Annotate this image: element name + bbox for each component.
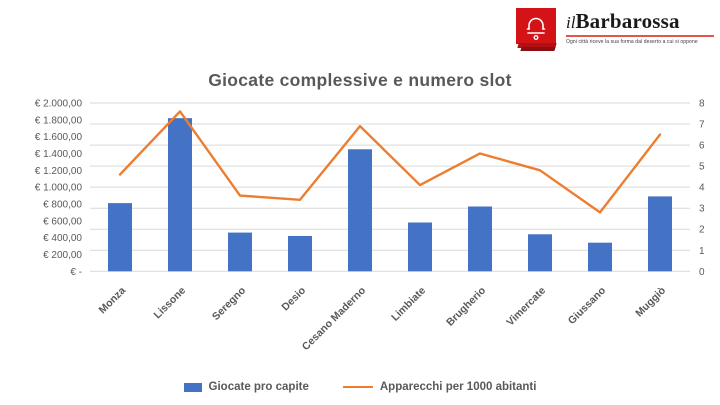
chart-legend: Giocate pro capite Apparecchi per 1000 a… [0,381,720,393]
bar-cesano-maderno [348,149,372,272]
bar-desio [288,235,312,272]
x-axis-label: Lissone [152,285,189,322]
x-axis-label: Limbiate [389,285,428,324]
y-axis-right-label: 0 [699,267,705,278]
bar-muggiò [648,196,672,272]
legend-label-apparecchi: Apparecchi per 1000 abitanti [379,381,537,393]
y-axis-right-label: 4 [699,183,705,194]
y-axis-right-label: 1 [699,246,705,257]
y-axis-left-label: € 1.400,00 [35,149,83,160]
legend-swatch-line [342,386,373,388]
legend-swatch-bar [183,382,202,392]
bar-vimercate [528,234,552,272]
y-axis-right-label: 7 [699,120,705,131]
logo-name: ilBarbarossa [566,10,714,34]
legend-label-giocate: Giocate pro capite [208,381,309,393]
logo-tagline: Ogni città riceve la sua forma dal deser… [566,39,698,45]
bar-limbiate [408,222,432,272]
x-axis-label: Seregno [210,285,248,323]
x-axis-label: Desio [279,285,308,314]
logo-name-main: Barbarossa [575,9,680,33]
x-axis-label: Monza [97,285,129,317]
y-axis-right-label: 6 [699,141,705,152]
logo-text: ilBarbarossa Ogni città riceve la sua fo… [566,8,714,45]
y-axis-left-label: € 2.000,00 [35,99,83,110]
bar-lissone [168,118,192,272]
y-axis-left-label: € 1.800,00 [35,115,83,126]
y-axis-left-label: € 800,00 [43,199,82,210]
y-axis-left-label: € - [70,267,82,278]
bell-icon [526,17,546,41]
y-axis-left-label: € 1.200,00 [35,166,83,177]
y-axis-right-label: 5 [699,162,705,173]
x-axis-label: Muggiò [633,285,668,320]
y-axis-right-label: 2 [699,225,705,236]
bar-giussano [588,242,612,272]
bar-brugherio [468,206,492,272]
y-axis-left-label: € 600,00 [43,216,82,227]
x-axis-label: Giussano [566,285,608,327]
logo-divider-rule [566,35,714,37]
y-axis-right-label: 3 [699,204,705,215]
x-axis-label: Brugherio [444,285,488,329]
y-axis-left-label: € 1.000,00 [35,183,83,194]
logo-red-square [516,8,556,44]
logo-mark [516,8,558,54]
bar-seregno [228,232,252,272]
legend-item-giocate: Giocate pro capite [183,381,309,393]
legend-item-apparecchi: Apparecchi per 1000 abitanti [342,381,537,393]
y-axis-right-label: 8 [699,99,705,110]
line-series [118,110,662,214]
x-axis-label: Cesano Maderno [300,285,368,353]
y-axis-left-label: € 200,00 [43,250,82,261]
bar-monza [108,203,132,272]
y-axis-left-label: € 1.600,00 [35,132,83,143]
logo-name-prefix: il [566,13,576,32]
x-axis-label: Vimercate [504,285,548,329]
y-axis-left-label: € 400,00 [43,233,82,244]
logo-ilbarbarossa[interactable]: ilBarbarossa Ogni città riceve la sua fo… [516,8,714,54]
chart-title: Giocate complessive e numero slot [208,70,512,90]
